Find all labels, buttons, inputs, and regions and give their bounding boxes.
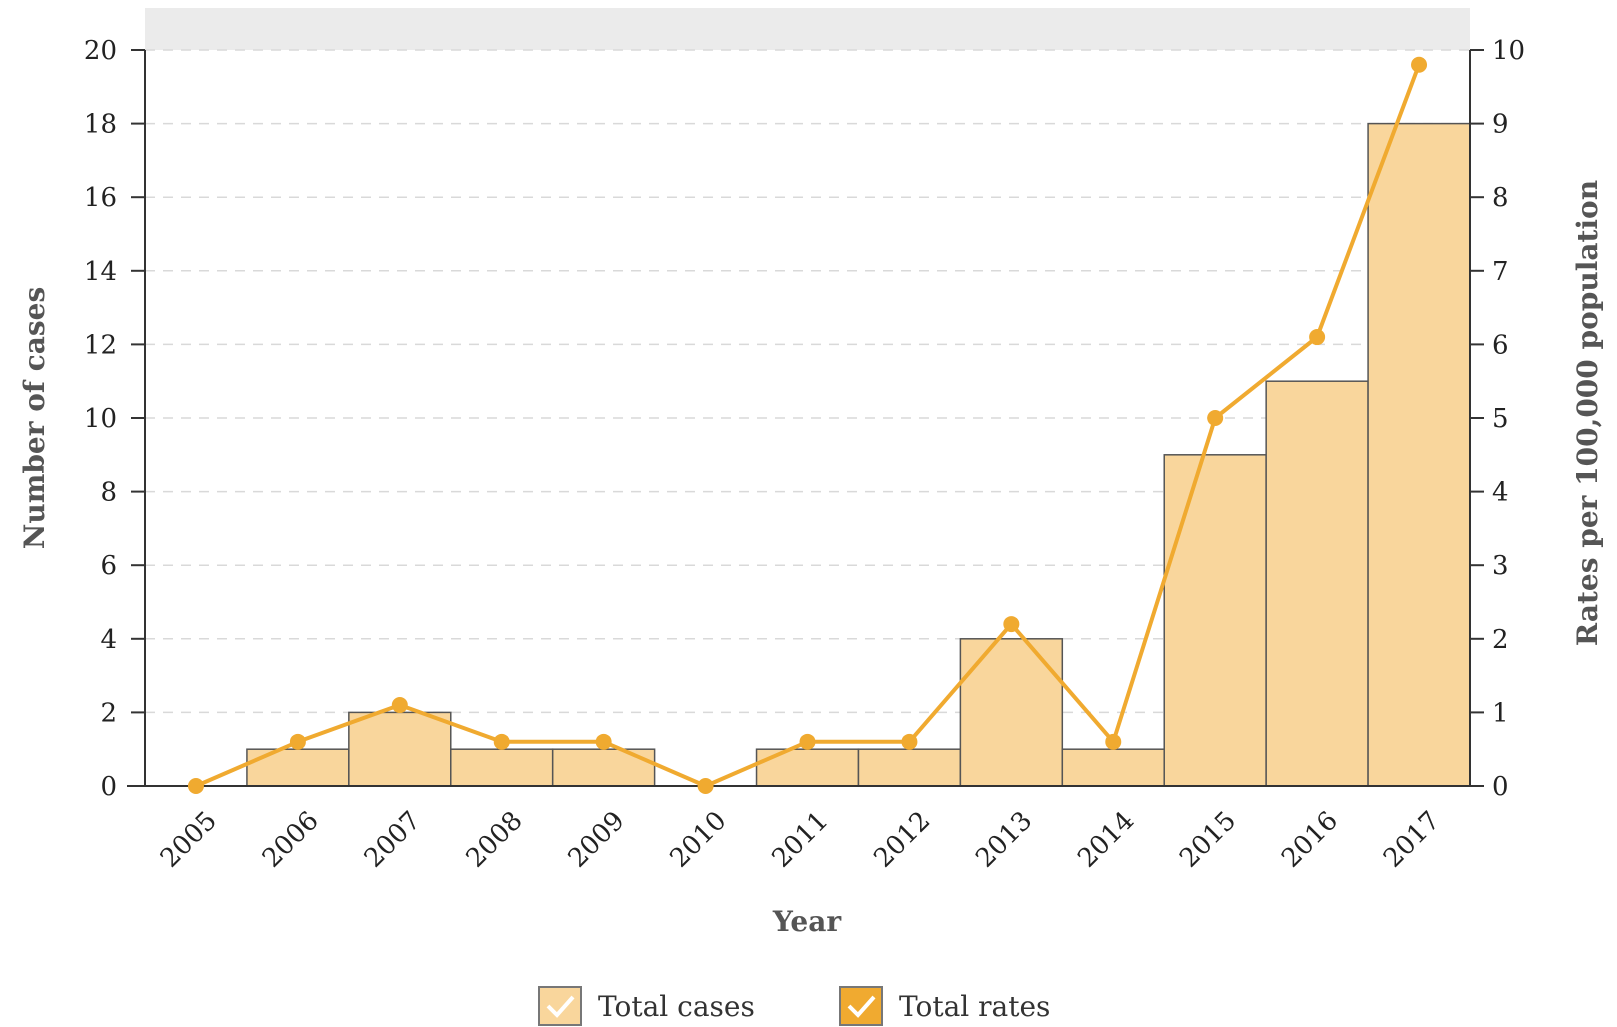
y-tick-label: 8: [100, 478, 117, 508]
bar-2007: [348, 711, 452, 787]
bar-2006: [246, 748, 350, 787]
bar-series-total-cases: [246, 122, 1471, 787]
x-tick-label: 2011: [766, 806, 834, 874]
legend-item-total-rates[interactable]: Total rates: [839, 986, 1050, 1026]
bar-2015: [1163, 454, 1267, 787]
rate-point-2015: [1207, 410, 1224, 426]
legend-label-total-cases: Total cases: [598, 990, 755, 1023]
rate-point-2016: [1309, 329, 1326, 346]
rate-point-2008: [493, 733, 510, 750]
left-axis-ticks: 0 2 4 6 8 10 12 14 16 18 20: [84, 36, 145, 802]
y-axis-title: Number of cases: [18, 287, 51, 549]
legend-swatch-total-cases[interactable]: [538, 986, 582, 1026]
bar-2012: [857, 748, 962, 787]
x-tick-label: 2005: [155, 806, 223, 874]
bar-2008: [450, 748, 554, 787]
x-tick-label: 2015: [1174, 806, 1242, 874]
x-axis-ticks: 2005 2006 2007 2008 2009 2010 2011 2012 2013 2014…: [155, 806, 1446, 874]
rate-point-2005: [187, 778, 204, 794]
y-tick-label: 6: [100, 551, 117, 581]
y2-tick-label: 8: [1492, 183, 1509, 213]
rate-point-2007: [391, 697, 408, 714]
x-axis-title: Year: [772, 905, 843, 938]
rate-point-2011: [799, 733, 816, 750]
y-tick-label: 14: [84, 257, 117, 287]
x-tick-label: 2006: [257, 806, 325, 874]
y2-axis-title: Rates per 100,000 population: [1571, 180, 1604, 646]
x-tick-label: 2007: [359, 806, 427, 874]
right-axis-ticks: 0 1 2 3 4 5 6 7 8 9 10: [1470, 36, 1525, 802]
check-icon: [847, 995, 876, 1018]
rate-point-2006: [289, 733, 306, 750]
x-tick-label: 2013: [970, 806, 1038, 874]
y-tick-label: 12: [84, 330, 117, 360]
legend-swatch-total-rates[interactable]: [839, 986, 883, 1026]
y-tick-label: 20: [84, 36, 117, 66]
bar-2011: [755, 748, 860, 787]
x-tick-label: 2010: [665, 806, 733, 874]
legend-label-total-rates: Total rates: [899, 990, 1050, 1023]
bar-2014: [1061, 748, 1165, 787]
x-tick-label: 2017: [1378, 806, 1446, 874]
check-icon: [546, 995, 575, 1018]
y-tick-label: 10: [84, 404, 117, 434]
rate-point-2014: [1105, 733, 1122, 750]
plot-top-band: [145, 8, 1470, 50]
y2-tick-label: 2: [1492, 625, 1509, 655]
y2-tick-label: 5: [1492, 404, 1509, 434]
rate-point-2010: [697, 778, 714, 794]
line-series-total-rates: [187, 56, 1428, 794]
rate-point-2017: [1411, 56, 1428, 73]
legend-item-total-cases[interactable]: Total cases: [538, 986, 755, 1026]
y2-tick-label: 7: [1492, 257, 1509, 287]
y-tick-label: 2: [100, 698, 117, 728]
y-tick-label: 4: [100, 625, 117, 655]
y-tick-label: 16: [84, 183, 117, 213]
rate-point-2009: [595, 733, 612, 750]
rate-point-2012: [901, 733, 918, 750]
y-tick-label: 0: [100, 772, 117, 802]
bar-2016: [1265, 380, 1369, 787]
y2-tick-label: 9: [1492, 110, 1509, 140]
x-tick-label: 2009: [563, 806, 631, 874]
y2-tick-label: 3: [1492, 551, 1509, 581]
y2-tick-label: 0: [1492, 772, 1509, 802]
y-tick-label: 18: [84, 110, 117, 140]
x-tick-label: 2014: [1072, 806, 1140, 874]
bar-2013: [959, 638, 1064, 787]
x-tick-label: 2016: [1276, 806, 1344, 874]
y2-tick-label: 10: [1492, 36, 1525, 66]
legend: Total cases Total rates: [538, 986, 1050, 1026]
y2-tick-label: 4: [1492, 478, 1509, 508]
x-tick-label: 2012: [868, 806, 936, 874]
y2-tick-label: 6: [1492, 330, 1509, 360]
rate-point-2013: [1003, 616, 1020, 633]
y2-tick-label: 1: [1492, 698, 1509, 728]
x-tick-label: 2008: [461, 806, 529, 874]
bar-2017: [1367, 122, 1471, 787]
bar-2009: [551, 748, 656, 787]
